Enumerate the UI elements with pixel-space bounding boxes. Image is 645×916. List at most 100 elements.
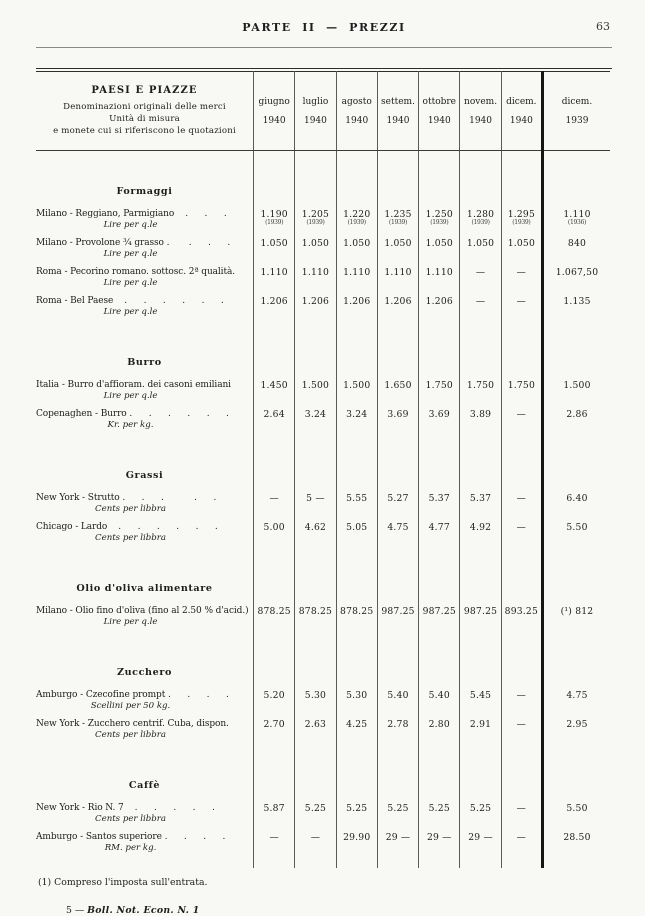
price-cell: 28.50 [540, 829, 610, 858]
price-cell: 5.40 [376, 687, 419, 716]
empty-cell [459, 435, 502, 490]
price-value: 1.750 [507, 380, 535, 391]
price-cell: — [500, 800, 543, 829]
price-cell: 4.75 [376, 519, 419, 548]
price-cell: 2.64 [253, 406, 295, 435]
stub-header-line: e monete cui si riferiscono le quotazion… [53, 126, 236, 137]
commodity-row: Milano - Olio fino d'oliva (fino al 2.50… [36, 603, 610, 632]
price-value: 1.206 [343, 296, 371, 307]
price-value: 4.75 [566, 690, 588, 701]
empty-cell [294, 435, 337, 490]
price-cell: 5.27 [376, 490, 419, 519]
commodity-cell: Copenaghen - Burro . . . . . . Kr. per kg… [36, 406, 254, 435]
empty-cell [253, 150, 295, 206]
commodity-row: Chicago - Lardo . . . . . . Cents per lib… [36, 519, 610, 548]
price-value: 5.25 [469, 803, 492, 814]
price-cell: 1.650 [376, 377, 419, 406]
empty-cell [418, 632, 460, 687]
price-cell: 4.25 [335, 716, 378, 745]
price-value: 4.92 [469, 522, 492, 533]
stub-header: PAESI E PIAZZE Denominazioni originali d… [36, 71, 254, 151]
price-value: 1.050 [260, 238, 288, 249]
commodity-cell: New York - Zucchero centrif. Cuba, dispo… [36, 716, 254, 745]
price-cell: — [500, 264, 543, 293]
price-value: 1.110 [260, 267, 288, 278]
price-value: — [269, 832, 279, 843]
price-cell: 4.62 [294, 519, 337, 548]
commodity-cell: Milano - Reggiano, Parmigiano . . . Lire … [36, 206, 254, 235]
price-cell: 3.24 [294, 406, 337, 435]
price-value: 1.500 [301, 380, 330, 391]
price-cell: 1.067,50 [540, 264, 610, 293]
price-cell: 1.750 [418, 377, 460, 406]
price-cell: 1.110 (1936) [540, 206, 610, 235]
price-cell: 4.92 [459, 519, 502, 548]
price-cell: 2.70 [253, 716, 295, 745]
unit-label: Lire per q.le [103, 220, 158, 230]
price-cell: 1.050 [335, 235, 378, 264]
empty-cell [500, 548, 543, 603]
commodity-cell: Roma - Bel Paese . . . . . . Lire per q.l… [36, 293, 254, 322]
price-value: 1.250 [425, 209, 453, 220]
section-heading-row: Caffè [36, 745, 610, 800]
table-bottom-spacer [36, 858, 610, 868]
price-value: 29 — [468, 832, 493, 843]
price-value: 1.750 [466, 380, 495, 391]
price-cell: — [459, 264, 502, 293]
commodity-cell: Italia - Burro d'affioram. dei casoni em… [36, 377, 254, 406]
price-value: 1.110 [425, 267, 453, 278]
unit-label: Cents per libbra [95, 533, 166, 543]
price-cell: (¹) 812 [540, 603, 610, 632]
empty-cell [418, 745, 460, 800]
price-footnote: (1939) [347, 219, 366, 226]
section-heading-row: Olio d'oliva alimentare [36, 548, 610, 603]
commodity-label: New York - Strutto . . . . . [36, 493, 217, 503]
price-cell: 1.110 [376, 264, 419, 293]
unit-label: Scellini per 50 kg. [90, 701, 171, 711]
price-value: 28.50 [563, 832, 591, 843]
price-value: 1.280 [466, 209, 495, 220]
price-footnote: (1936) [567, 219, 587, 226]
empty-cell [294, 322, 337, 377]
price-cell: — [500, 406, 543, 435]
price-value: 2.86 [566, 409, 588, 420]
price-cell: 2.80 [418, 716, 460, 745]
price-value: 5.27 [387, 493, 409, 504]
column-header-novembre: novem. 1940 [459, 71, 502, 151]
price-cell: 1.050 [459, 235, 502, 264]
price-cell: 4.75 [540, 687, 610, 716]
price-cell: 1.110 [335, 264, 378, 293]
price-cell: 5.25 [335, 800, 378, 829]
price-cell: 878.25 [253, 603, 295, 632]
price-cell: — [253, 829, 295, 858]
price-value: 2.78 [387, 719, 409, 730]
price-value: 6.40 [566, 493, 588, 504]
price-value: 5.30 [346, 690, 368, 701]
price-cell: — [459, 293, 502, 322]
price-cell: 2.91 [459, 716, 502, 745]
price-value: 1.050 [507, 238, 535, 249]
price-value: — [516, 803, 527, 814]
price-cell: 1.500 [335, 377, 378, 406]
price-cell: 1.206 [294, 293, 337, 322]
stub-header-line: Denominazioni originali delle merci [63, 101, 226, 112]
empty-cell [500, 322, 543, 377]
commodity-label: Italia - Burro d'affioram. dei casoni em… [36, 380, 231, 390]
price-value: 3.89 [469, 409, 492, 420]
price-cell: — [253, 490, 295, 519]
commodity-label: Chicago - Lardo . . . . . . [36, 522, 218, 532]
price-value: — [516, 522, 527, 533]
empty-cell [335, 435, 378, 490]
price-value: 5.25 [387, 803, 409, 814]
price-cell: 878.25 [294, 603, 337, 632]
price-value: (¹) 812 [560, 606, 594, 617]
price-cell: 878.25 [335, 603, 378, 632]
empty-cell [540, 435, 610, 490]
header-rule [36, 47, 612, 48]
unit-label: RM. per kg. [104, 843, 157, 853]
section-heading: Olio d'oliva alimentare [76, 583, 213, 594]
empty-cell [376, 150, 419, 206]
price-table: PAESI E PIAZZE Denominazioni originali d… [36, 71, 610, 868]
price-cell: 2.95 [540, 716, 610, 745]
price-value: 5.37 [428, 493, 450, 504]
